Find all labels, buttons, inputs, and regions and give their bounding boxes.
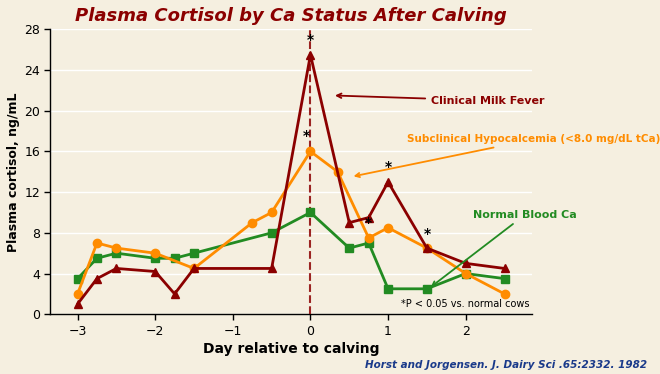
Text: *: * bbox=[423, 227, 430, 241]
Text: *: * bbox=[385, 160, 391, 174]
Text: Horst and Jorgensen. J. Dairy Sci .65:2332. 1982: Horst and Jorgensen. J. Dairy Sci .65:23… bbox=[365, 360, 647, 370]
Text: *: * bbox=[307, 33, 314, 47]
Text: *P < 0.05 vs. normal cows: *P < 0.05 vs. normal cows bbox=[401, 299, 529, 309]
Title: Plasma Cortisol by Ca Status After Calving: Plasma Cortisol by Ca Status After Calvi… bbox=[75, 7, 507, 25]
X-axis label: Day relative to calving: Day relative to calving bbox=[203, 342, 380, 356]
Y-axis label: Plasma cortisol, ng/mL: Plasma cortisol, ng/mL bbox=[7, 92, 20, 252]
Text: Subclinical Hypocalcemia (<8.0 mg/dL tCa): Subclinical Hypocalcemia (<8.0 mg/dL tCa… bbox=[356, 134, 660, 177]
Text: *: * bbox=[365, 216, 372, 230]
Text: Normal Blood Ca: Normal Blood Ca bbox=[432, 209, 578, 286]
Text: Clinical Milk Fever: Clinical Milk Fever bbox=[337, 94, 544, 105]
Text: *: * bbox=[303, 129, 310, 143]
